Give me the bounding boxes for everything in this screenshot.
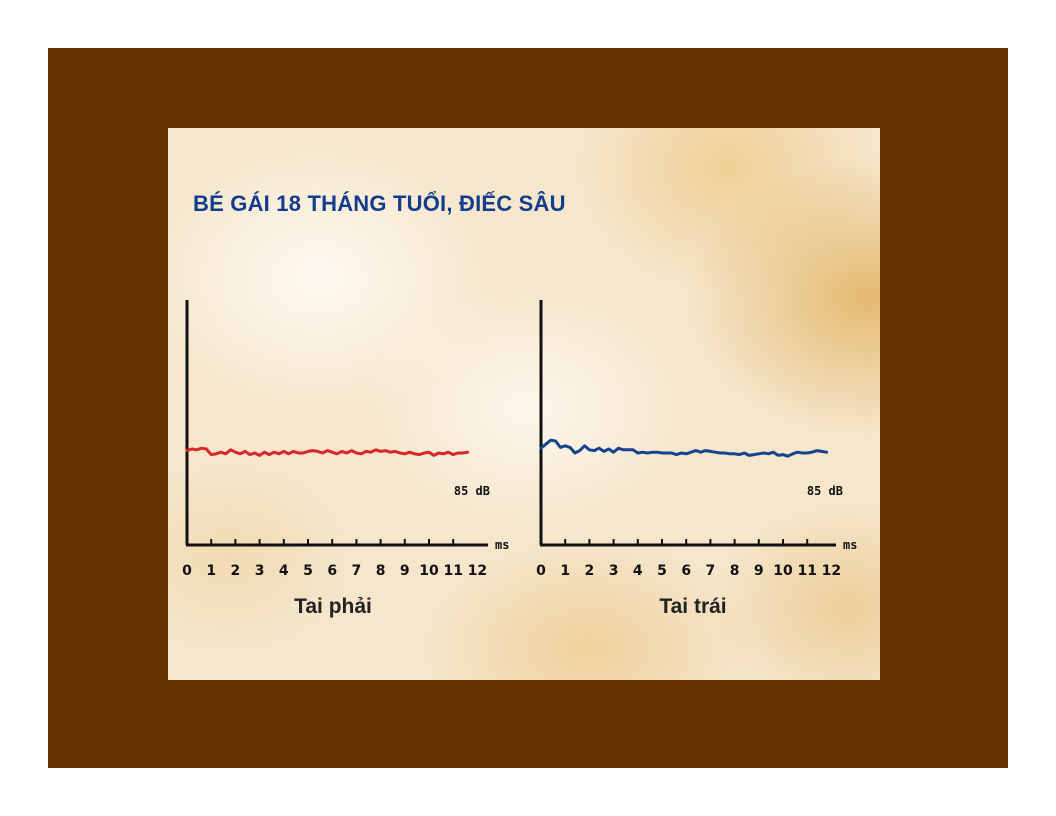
left-ear-caption: Tai trái [659, 595, 726, 618]
left-ear-x-tick-label: 0 [536, 563, 546, 579]
left-ear-x-tick-label: 12 [822, 563, 841, 579]
left-ear-x-tick-label: 9 [754, 563, 764, 579]
slide-title: BÉ GÁI 18 THÁNG TUỔI, ĐIẾC SÂU [193, 191, 566, 216]
right-ear-x-tick-label: 6 [327, 563, 337, 579]
left-ear-x-tick-label: 8 [730, 563, 740, 579]
left-ear-trace-line [539, 438, 829, 458]
right-ear-x-unit-label: ms [495, 538, 509, 552]
right-ear-x-tick-label: 2 [231, 563, 241, 579]
right-ear-x-tick-label: 11 [443, 563, 462, 579]
left-ear-x-tick-label: 3 [609, 563, 619, 579]
right-ear-x-tick-label: 8 [376, 563, 386, 579]
right-ear-x-tick-label: 9 [400, 563, 410, 579]
right-ear-caption: Tai phải [294, 595, 372, 618]
left-ear-x-tick-label: 7 [706, 563, 716, 579]
left-ear-level-label: 85 dB [807, 484, 843, 498]
right-ear-x-tick-label: 1 [206, 563, 216, 579]
left-ear-x-tick-label: 6 [681, 563, 691, 579]
right-ear-x-tick-label: 5 [303, 563, 313, 579]
right-ear-x-tick-label: 12 [468, 563, 487, 579]
right-ear-x-tick-label: 0 [182, 563, 192, 579]
right-ear-level-label: 85 dB [454, 484, 490, 498]
left-ear-x-tick-label: 1 [560, 563, 570, 579]
right-ear-trace-line [185, 446, 470, 457]
left-ear-x-tick-label: 10 [773, 563, 793, 579]
right-ear-x-tick-label: 7 [352, 563, 362, 579]
right-ear-x-tick-label: 10 [419, 563, 439, 579]
left-ear-x-tick-label: 4 [633, 563, 643, 579]
right-ear-x-tick-label: 4 [279, 563, 289, 579]
right-ear-x-tick-label: 3 [255, 563, 265, 579]
left-ear-x-tick-label: 2 [585, 563, 595, 579]
left-ear-x-tick-label: 5 [657, 563, 667, 579]
left-ear-x-tick-label: 11 [797, 563, 816, 579]
left-ear-x-unit-label: ms [843, 538, 857, 552]
